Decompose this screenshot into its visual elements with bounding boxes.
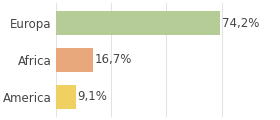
Bar [56,11,220,35]
Text: 9,1%: 9,1% [78,90,108,103]
Text: 16,7%: 16,7% [94,54,132,66]
Text: 74,2%: 74,2% [222,17,259,30]
Bar [56,85,76,109]
Bar [56,48,93,72]
